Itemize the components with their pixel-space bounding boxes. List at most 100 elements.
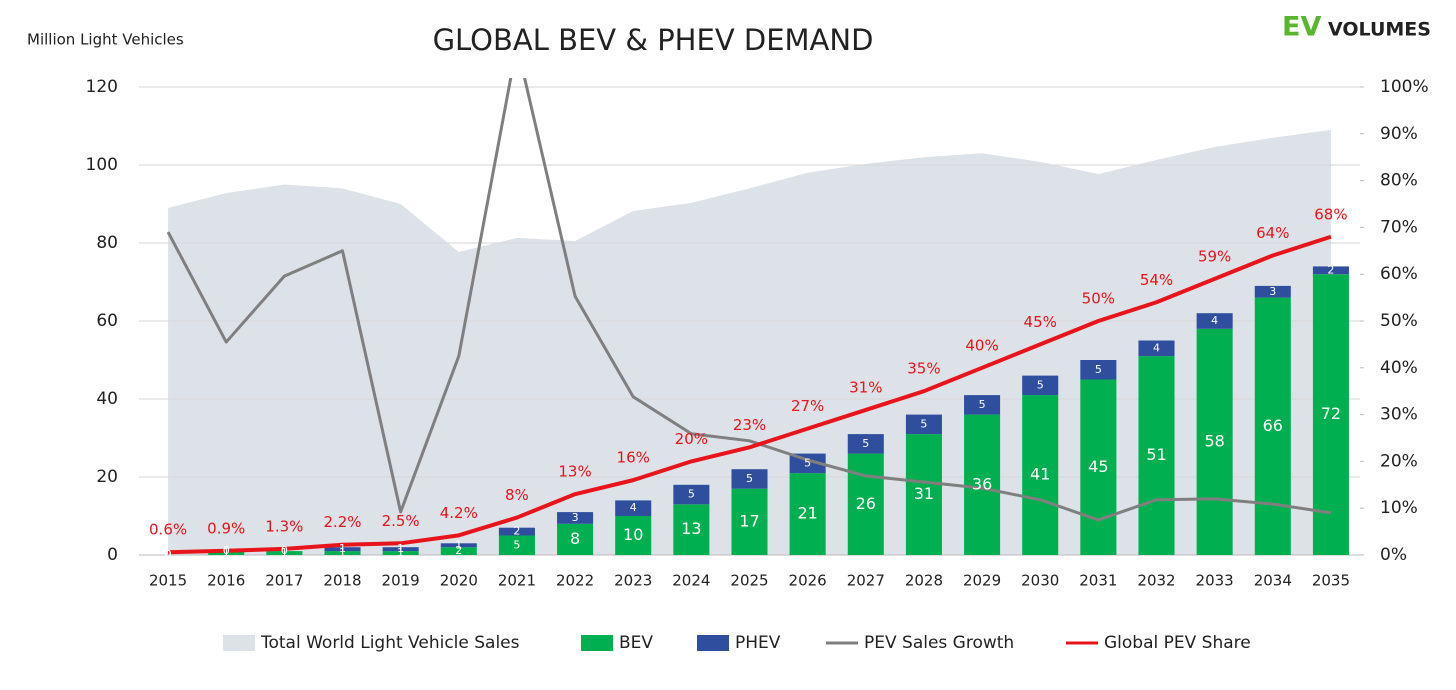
bar: [208, 551, 245, 555]
y2-tick-label: 20%: [1380, 451, 1418, 471]
bar-value-label: 1: [281, 546, 288, 559]
line-value-label: 0.9%: [207, 519, 245, 537]
bar: [1254, 297, 1291, 555]
bar: [498, 527, 535, 536]
bar: [440, 543, 477, 548]
x-tick-label: 2019: [382, 572, 420, 590]
x-tick-label: 2033: [1196, 572, 1234, 590]
line-layer: [166, 78, 1332, 555]
line-value-label: 16%: [617, 449, 650, 467]
bar: [964, 395, 1001, 415]
bar: [615, 500, 652, 516]
bar-value-label: 2: [513, 525, 520, 538]
bar-value-label: 45: [1088, 457, 1108, 476]
y2-tick-label: 30%: [1380, 405, 1418, 425]
x-tick-label: 2024: [672, 572, 710, 590]
bar: [731, 488, 768, 555]
bar: [673, 504, 710, 555]
bar: [1138, 356, 1175, 555]
chart-title: GLOBAL BEV & PHEV DEMAND: [433, 23, 874, 57]
bar-value-label: 8: [570, 529, 580, 548]
line-value-label: 50%: [1082, 290, 1115, 308]
y-tick-label: 100: [86, 155, 118, 175]
x-tick-label: 2021: [498, 572, 536, 590]
bar: [557, 523, 594, 555]
bar-value-label: 58: [1204, 431, 1224, 450]
y-tick-label: 60: [96, 311, 118, 331]
x-tick-label: 2027: [847, 572, 885, 590]
y-tick-label: 80: [96, 233, 118, 253]
x-tick-label: 2031: [1079, 572, 1117, 590]
bar-value-label: 36: [972, 474, 992, 493]
bar: [382, 547, 419, 552]
bar-value-label: 2: [455, 544, 462, 557]
y2-tick-label: 50%: [1380, 311, 1418, 331]
bar-value-label: 31: [914, 484, 934, 503]
x-tick-label: 2017: [265, 572, 303, 590]
y-tick-label: 20: [96, 467, 118, 487]
bar-value-label: 41: [1030, 465, 1050, 484]
line-value-label: 23%: [733, 416, 766, 434]
logo-mark: EV: [1282, 12, 1321, 43]
bar: [382, 551, 419, 555]
bar-value-label: 5: [920, 417, 927, 430]
y-tick-label: 120: [86, 77, 118, 97]
bar-value-label: 72: [1321, 404, 1341, 423]
bar-value-label: 66: [1263, 416, 1283, 435]
bar-value-label: 21: [797, 504, 817, 523]
x-tick-label: 2035: [1312, 572, 1350, 590]
bar: [731, 469, 768, 489]
logo-text: VOLUMES: [1328, 19, 1431, 41]
bar-value-label: 0: [281, 544, 288, 557]
y2-tick-label: 40%: [1380, 358, 1418, 378]
legend-label: Global PEV Share: [1104, 633, 1251, 653]
line-value-label: 27%: [791, 397, 824, 415]
line-value-label: 8%: [505, 486, 529, 504]
bar: [324, 547, 361, 552]
y-tick-label: 0: [107, 545, 118, 565]
bar: [1022, 395, 1059, 555]
bar-value-label: 1: [223, 546, 230, 559]
bar: [905, 434, 942, 555]
x-tick-label: 2020: [440, 572, 478, 590]
line-value-label: 64%: [1256, 224, 1289, 242]
bar: [1196, 328, 1233, 555]
bar: [905, 414, 942, 435]
bar-value-label: 5: [804, 456, 811, 469]
bar: [1312, 274, 1349, 555]
line-value-label: 13%: [558, 463, 591, 481]
line-value-label: 0.6%: [149, 521, 187, 539]
line-value-label: 1.3%: [265, 517, 303, 535]
bar-value-label: 13: [681, 519, 701, 538]
bar: [673, 484, 710, 505]
line: [166, 78, 1332, 522]
line-value-label: 45%: [1024, 313, 1057, 331]
line-value-label: 59%: [1198, 247, 1231, 265]
line-value-label: 4.2%: [440, 504, 478, 522]
x-tick-label: 2015: [149, 572, 187, 590]
y2-tick-label: 0%: [1380, 545, 1407, 565]
bar-value-label: 1: [455, 538, 462, 551]
bar: [847, 453, 884, 555]
x-tick-label: 2030: [1021, 572, 1059, 590]
x-tick-label: 2029: [963, 572, 1001, 590]
x-tick-label: 2034: [1254, 572, 1292, 590]
bar-value-label: 26: [856, 494, 876, 513]
bar: [615, 516, 652, 555]
y2-tick-label: 70%: [1380, 217, 1418, 237]
bar: [1080, 360, 1117, 380]
bar: [1312, 266, 1349, 275]
bar-value-label: 4: [1211, 314, 1218, 327]
line-value-label: 68%: [1314, 205, 1347, 223]
legend-label: BEV: [619, 633, 653, 653]
bar-value-label: 5: [979, 398, 986, 411]
legend-label: Total World Light Vehicle Sales: [260, 633, 520, 653]
bar: [1254, 285, 1291, 298]
legend-swatch: [223, 635, 255, 651]
y2-tick-label: 60%: [1380, 264, 1418, 284]
x-tick-label: 2032: [1137, 572, 1175, 590]
bar-value-label: 10: [623, 525, 643, 544]
bar: [964, 414, 1001, 555]
x-tick-label: 2023: [614, 572, 652, 590]
